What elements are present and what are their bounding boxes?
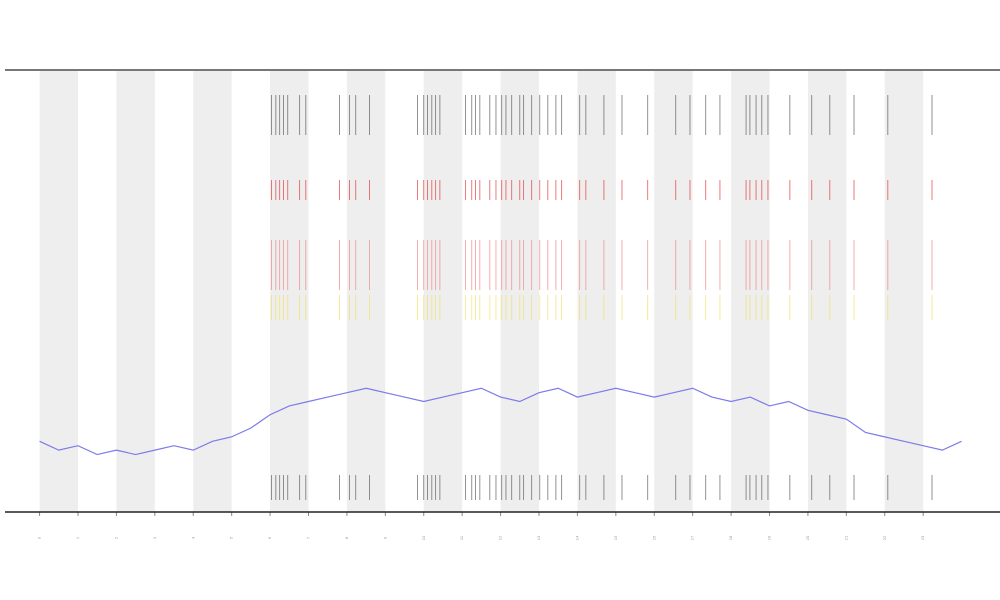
x-tick-label: 13 — [536, 535, 541, 540]
x-tick-label: 4 — [190, 536, 195, 539]
x-tick-label: 6 — [267, 536, 272, 539]
x-tick-label: 9 — [382, 536, 387, 539]
shaded-band — [116, 71, 155, 512]
shaded-band — [346, 71, 386, 512]
x-tick-label: 14 — [574, 535, 579, 540]
x-tick-label: 1 — [75, 536, 80, 539]
x-tick-label: 17 — [690, 535, 695, 540]
shaded-band — [39, 71, 78, 512]
x-tick-label: 10 — [421, 535, 426, 540]
x-tick-label: 18 — [728, 535, 733, 540]
x-tick-label: 7 — [306, 536, 311, 539]
x-tick-label: 15 — [613, 535, 618, 540]
x-tick-label: 22 — [882, 535, 887, 540]
x-tick-label: 23 — [920, 535, 925, 540]
shaded-band — [654, 71, 693, 512]
shaded-band — [731, 71, 770, 512]
x-tick-label: 12 — [498, 535, 503, 540]
x-tick-label: 5 — [229, 536, 234, 539]
shaded-band — [423, 71, 463, 512]
x-tick-label: 8 — [344, 536, 349, 539]
shaded-band — [884, 71, 924, 512]
shaded-band — [500, 71, 539, 512]
x-tick-label: 21 — [843, 535, 848, 540]
x-tick-label: 16 — [651, 535, 656, 540]
x-tick-label: 11 — [459, 535, 464, 540]
shaded-band — [193, 71, 232, 512]
x-tick-label: 3 — [152, 536, 157, 539]
shaded-band — [807, 71, 847, 512]
series-line — [39, 387, 962, 456]
plot: 0 1 2 3 4 5 6 7 8 9 10 11 12 13 14 15 16 17 18 19 20 21 22 23 — [37, 71, 962, 540]
x-tick-label: 0 — [37, 536, 42, 539]
x-tick-label: 20 — [805, 535, 810, 540]
x-tick-label: 2 — [113, 536, 118, 539]
shaded-band — [270, 71, 309, 512]
shaded-band — [577, 71, 616, 512]
x-tick-label: 19 — [767, 535, 772, 540]
